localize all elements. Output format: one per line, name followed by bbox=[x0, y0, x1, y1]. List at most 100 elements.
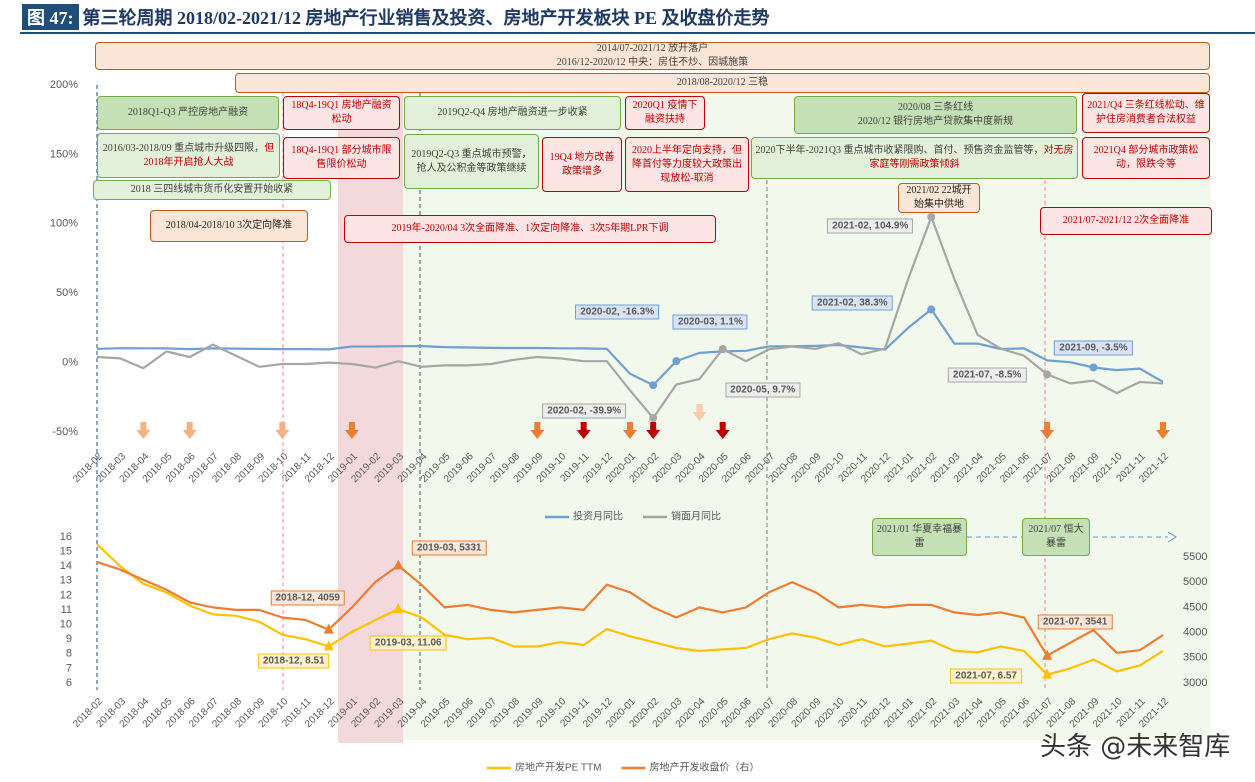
legend-label: 房地产开发PE TTM bbox=[515, 761, 601, 774]
annotation-text: 2019Q2-Q3 重点城市预警，抢人及公积金等政策继续 bbox=[411, 148, 532, 174]
data-label: 2019-03, 5331 bbox=[411, 540, 487, 556]
annotation-text: 2016/12-2020/12 中央：房住不炒、因城施策 bbox=[556, 57, 749, 68]
y-tick-label: 200% bbox=[50, 79, 78, 91]
y-tick-label: 8 bbox=[66, 648, 72, 660]
annotation: 2021/01 华夏幸福暴雷 bbox=[872, 518, 967, 556]
annotation: 2019Q2-Q4 房地产融资进一步收紧 bbox=[404, 96, 621, 130]
y-tick-label: 12 bbox=[60, 589, 72, 601]
point-marker bbox=[649, 381, 658, 390]
y-tick-label: 100% bbox=[50, 218, 78, 230]
event-arrow bbox=[623, 422, 637, 439]
annotation: 2020下半年-2021Q3 重点城市收紧限购、首付、预售资金监管等，对无房家庭… bbox=[751, 137, 1078, 179]
y-tick-label: 6 bbox=[66, 677, 72, 689]
legend-label: 销面月同比 bbox=[671, 510, 721, 523]
annotation: 2020Q1 疫情下融资扶持 bbox=[625, 96, 705, 130]
annotation-text: 2019Q2-Q4 房地产融资进一步收紧 bbox=[437, 107, 588, 118]
y-tick-label: 7 bbox=[66, 662, 72, 674]
data-label: 2021-02, 38.3% bbox=[811, 295, 893, 311]
data-label: 2021-09, -3.5% bbox=[1054, 340, 1133, 356]
y-tick-label: 11 bbox=[61, 604, 72, 616]
title: 第三轮周期 2018/02-2021/12 房地产行业销售及投资、房地产开发板块… bbox=[82, 8, 770, 28]
annotation: 2019Q2-Q3 重点城市预警，抢人及公积金等政策继续 bbox=[404, 134, 539, 189]
annotation-text: 2020Q1 疫情下融资扶持 bbox=[632, 100, 698, 125]
y-tick-label: 14 bbox=[60, 560, 72, 572]
event-arrow bbox=[1156, 422, 1170, 439]
annotation-text: 2021/07-2021/12 2次全面降准 bbox=[1062, 215, 1190, 226]
annotation-text: 2021/07 恒大暴雷 bbox=[1028, 524, 1084, 549]
annotation: 2021Q4 部分城市政策松动，限跌令等 bbox=[1082, 137, 1210, 179]
event-arrow bbox=[576, 422, 591, 439]
annotation-text: 18Q4-19Q1 房地产融资松动 bbox=[291, 100, 392, 125]
annotation-text: 2018 三四线城市货币化安置开始收紧 bbox=[130, 184, 294, 195]
event-arrow bbox=[182, 422, 197, 439]
y-tick-label: 0% bbox=[62, 357, 78, 369]
event-arrow bbox=[715, 422, 730, 439]
y-tick-label: 13 bbox=[60, 575, 72, 587]
annotation: 2018Q1-Q3 严控房地产融资 bbox=[97, 96, 279, 130]
legend-label: 房地产开发收盘价（右） bbox=[649, 761, 759, 774]
annotation-text: 2020下半年-2021Q3 重点城市收紧限购、首付、预售资金监管等， bbox=[755, 145, 1044, 156]
data-label: 2018-12, 4059 bbox=[270, 590, 345, 606]
legend-label: 投资月同比 bbox=[573, 510, 623, 523]
y2-tick-label: 5000 bbox=[1183, 576, 1207, 588]
point-marker bbox=[672, 357, 681, 366]
point-marker bbox=[323, 623, 334, 634]
event-arrow bbox=[692, 404, 707, 421]
series-line bbox=[96, 308, 1164, 387]
event-arrow bbox=[344, 422, 359, 439]
annotation: 2020上半年定向支持，但降首付等力度较大政策出现放松-取消 bbox=[625, 137, 749, 192]
shade-green bbox=[403, 85, 1211, 740]
point-marker bbox=[1042, 649, 1053, 660]
annotation: 2021/07 恒大暴雷 bbox=[1022, 518, 1090, 556]
data-label: 2020-02, -16.3% bbox=[575, 304, 660, 320]
series-line bbox=[96, 543, 1164, 676]
y-tick-label: 50% bbox=[56, 287, 78, 299]
annotation-text: 2018Q1-Q3 严控房地产融资 bbox=[127, 107, 249, 118]
series-line bbox=[96, 215, 1164, 420]
y-tick-label: 9 bbox=[66, 633, 72, 645]
annotation-text: 2020/08 三条红线 bbox=[897, 102, 974, 113]
annotation-text: 对无房家庭等刚需政策倾斜 bbox=[869, 145, 1074, 170]
y-tick-label: -50% bbox=[52, 426, 78, 438]
annotation: 2016/03-2018/09 重点城市升级四限，但2018年开启抢人大战 bbox=[97, 133, 280, 178]
annotation-text: 18Q4-19Q1 部分城市限售限价松动 bbox=[291, 145, 392, 170]
data-label: 2021-07, -8.5% bbox=[947, 367, 1027, 383]
annotation: 2021/02 22城开始集中供地 bbox=[898, 183, 980, 213]
point-marker bbox=[718, 345, 727, 354]
annotation: 2020/08 三条红线 2020/12 银行房地产贷款集中度新规 bbox=[794, 96, 1077, 134]
y2-tick-label: 4000 bbox=[1183, 627, 1207, 639]
point-marker bbox=[927, 305, 936, 314]
event-arrow bbox=[646, 422, 661, 439]
point-marker bbox=[927, 212, 936, 221]
data-label: 2018-12, 8.51 bbox=[257, 653, 330, 669]
point-marker bbox=[323, 640, 334, 651]
annotation-text: 2021Q4 部分城市政策松动，限跌令等 bbox=[1093, 145, 1199, 170]
annotation: 2018 三四线城市货币化安置开始收紧 bbox=[93, 180, 331, 200]
annotation-text: 但2018年开启抢人大战 bbox=[143, 142, 275, 168]
data-label: 2019-03, 11.06 bbox=[369, 635, 447, 651]
annotation: 18Q4-19Q1 部分城市限售限价松动 bbox=[283, 137, 400, 179]
point-marker bbox=[393, 603, 404, 614]
data-label: 2020-02, -39.9% bbox=[542, 403, 627, 419]
annotation-text: 2021/Q4 三条红线松动、维护住房消费者合法权益 bbox=[1087, 100, 1205, 125]
data-label: 2020-03, 1.1% bbox=[672, 314, 748, 330]
annotation-text: 2021/01 华夏幸福暴雷 bbox=[876, 524, 963, 549]
y2-tick-label: 4500 bbox=[1183, 601, 1207, 613]
annotation: 2021/07-2021/12 2次全面降准 bbox=[1040, 207, 1212, 235]
point-marker bbox=[1042, 668, 1053, 679]
annotation-text: 19Q4 地方改善政策增多 bbox=[549, 151, 615, 177]
data-label: 2021-07, 3541 bbox=[1037, 614, 1113, 630]
event-arrow bbox=[530, 422, 545, 439]
annotation-text: 2020上半年定向支持，但降首付等力度较大政策出现放松-取消 bbox=[632, 144, 742, 184]
y2-tick-label: 5500 bbox=[1183, 551, 1207, 563]
point-marker bbox=[1043, 370, 1052, 379]
annotation-text: 2014/07-2021/12 放开落户 bbox=[596, 43, 709, 54]
series-line bbox=[96, 560, 1164, 657]
annotation: 2021/Q4 三条红线松动、维护住房消费者合法权益 bbox=[1082, 93, 1210, 133]
annotation: 2014/07-2021/12 放开落户 2016/12-2020/12 中央：房… bbox=[95, 42, 1210, 70]
annotation-text: 2016/03-2018/09 重点城市升级四限， bbox=[102, 142, 265, 154]
data-label: 2021-02, 104.9% bbox=[827, 218, 914, 234]
annotation-text: 2018/08-2020/12 三稳 bbox=[676, 77, 769, 88]
annotation: 2018/08-2020/12 三稳 bbox=[235, 73, 1210, 93]
